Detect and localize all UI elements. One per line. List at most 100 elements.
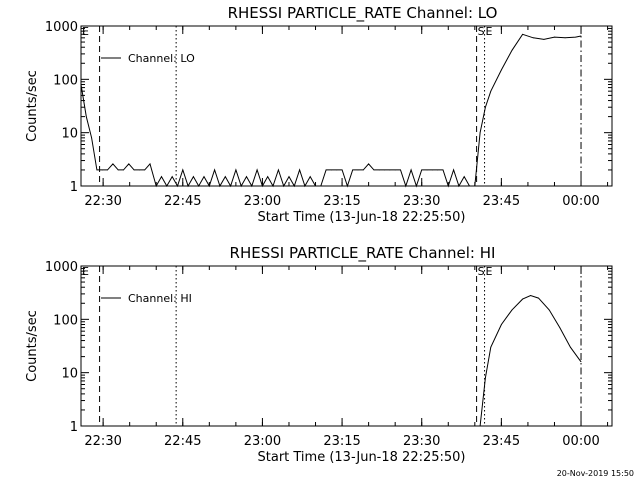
- panel1-data-point: [224, 176, 226, 178]
- panel1-data-point: [474, 185, 476, 187]
- panel1-data-point: [469, 185, 470, 187]
- panel2-x-tick-label: 22:30: [84, 434, 121, 449]
- panel1-data-point: [96, 169, 98, 171]
- panel1-data-point: [267, 176, 269, 178]
- panel1-data-point: [315, 185, 316, 187]
- panel1-data-point: [447, 185, 449, 187]
- panel1-chart-title: RHESSI PARTICLE_RATE Channel: LO: [228, 4, 498, 23]
- panel1-data-point: [437, 169, 439, 171]
- panel1-y-axis-label: Counts/sec: [25, 70, 40, 142]
- panel1-data-point: [384, 169, 385, 171]
- panel2-series-line: [479, 294, 582, 427]
- panel1-data-point: [410, 169, 412, 171]
- panel2-data-point: [538, 297, 539, 299]
- panel1-data-point: [251, 185, 253, 187]
- panel2-data-point: [548, 309, 550, 311]
- panel2-x-tick-label: 00:00: [562, 434, 599, 449]
- panel2-marker-label: E: [486, 265, 493, 278]
- panel1-data-point: [532, 37, 534, 39]
- panel1-data-point: [320, 185, 322, 187]
- panel1-data-point: [331, 169, 332, 171]
- panel1-data-point: [373, 169, 375, 171]
- panel2-y-tick-label: 10: [61, 367, 78, 382]
- panel1-data-point: [123, 169, 124, 171]
- panel2-y-tick-label: 1000: [45, 260, 78, 275]
- panel1-data-point: [187, 185, 189, 187]
- panel2-data-point: [479, 425, 481, 427]
- panel2-x-axis-label: Start Time (13-Jun-18 22:25:50): [258, 450, 466, 465]
- panel1-data-point: [416, 185, 417, 187]
- panel1-data-point: [283, 185, 285, 187]
- panel1-data-point: [240, 185, 242, 187]
- panel1-data-point: [277, 169, 279, 171]
- panel1-data-point: [219, 185, 221, 187]
- plot-timestamp: 20-Nov-2019 15:50: [556, 469, 634, 478]
- panel1-data-point: [400, 169, 401, 171]
- panel2-plot-frame: [80, 265, 613, 427]
- panel1-data-point: [564, 37, 566, 39]
- panel2-y-tick-label: 1: [70, 420, 78, 435]
- panel1-x-tick-label: 23:45: [483, 194, 520, 209]
- panel1-data-point: [128, 163, 130, 165]
- panel1-data-point: [554, 36, 555, 38]
- panel1-data-point: [144, 169, 146, 171]
- panel1-data-point: [112, 163, 114, 165]
- panel1-data-point: [293, 185, 295, 187]
- panel1-y-tick-label: 100: [53, 73, 78, 88]
- panel1-data-point: [543, 39, 545, 40]
- panel1-data-point: [288, 176, 290, 178]
- panel1-x-tick-label: 23:15: [323, 194, 360, 209]
- panel1-x-tick-label: 23:00: [244, 194, 281, 209]
- panel1-y-tick-label: 1: [70, 180, 78, 195]
- panel1-data-point: [389, 169, 391, 171]
- panel1-data-point: [378, 169, 380, 171]
- panel2-data-point: [500, 324, 502, 325]
- panel1-data-point: [325, 169, 327, 171]
- panel1-data-point: [304, 185, 306, 187]
- panel1-data-point: [368, 163, 370, 165]
- panel1-data-point: [177, 185, 178, 187]
- panel1-data-point: [453, 169, 454, 171]
- panel1-data-point: [107, 169, 108, 171]
- panel2-x-tick-label: 23:45: [483, 434, 520, 449]
- panel1-x-tick-label: 22:45: [164, 194, 201, 209]
- panel1-data-point: [149, 163, 151, 165]
- panel1-y-tick-label: 1000: [45, 20, 78, 35]
- panel1-legend-label: Channel: LO: [128, 52, 195, 65]
- panel1-x-tick-label: 23:30: [403, 194, 440, 209]
- panel2-x-tick-label: 23:00: [244, 434, 281, 449]
- panel1-data-point: [394, 169, 396, 171]
- panel2-data-point: [511, 309, 513, 311]
- panel1-plot-frame: [80, 25, 613, 187]
- panel1-data-point: [357, 169, 359, 171]
- panel1-marker-label: E: [82, 25, 89, 38]
- panel1-data-point: [198, 185, 200, 187]
- panel1-marker-label: E: [486, 25, 493, 38]
- panel2-y-tick-label: 100: [53, 313, 78, 328]
- panel1-x-tick-label: 22:30: [84, 194, 121, 209]
- panel2-data-point: [530, 295, 531, 296]
- panel1-data-point: [346, 185, 348, 187]
- panel1-data-point: [309, 176, 311, 178]
- panel1-data-point: [490, 90, 492, 92]
- panel2-chart-title: RHESSI PARTICLE_RATE Channel: HI: [230, 244, 496, 263]
- panel1-data-point: [431, 169, 433, 171]
- panel2-x-tick-label: 22:45: [164, 434, 201, 449]
- panel1-data-point: [117, 169, 119, 171]
- panel1-data-point: [166, 185, 168, 187]
- panel1-data-point: [442, 169, 444, 171]
- panel2-data-point: [570, 346, 571, 348]
- panel1-data-point: [91, 137, 93, 139]
- panel1-data-point: [192, 176, 194, 178]
- panel1-data-point: [230, 185, 231, 187]
- panel1-data-point: [85, 116, 87, 118]
- panel1-data-point: [352, 169, 354, 171]
- panel1-marker-label: S: [478, 25, 485, 38]
- panel1-data-point: [336, 169, 338, 171]
- panel2-x-tick-label: 23:15: [323, 434, 360, 449]
- panel1-data-point: [511, 49, 513, 51]
- panel1-y-tick-label: 10: [61, 127, 78, 142]
- panel1-data-point: [208, 185, 210, 187]
- panel1-data-point: [171, 176, 173, 178]
- panel1-data-point: [299, 169, 300, 171]
